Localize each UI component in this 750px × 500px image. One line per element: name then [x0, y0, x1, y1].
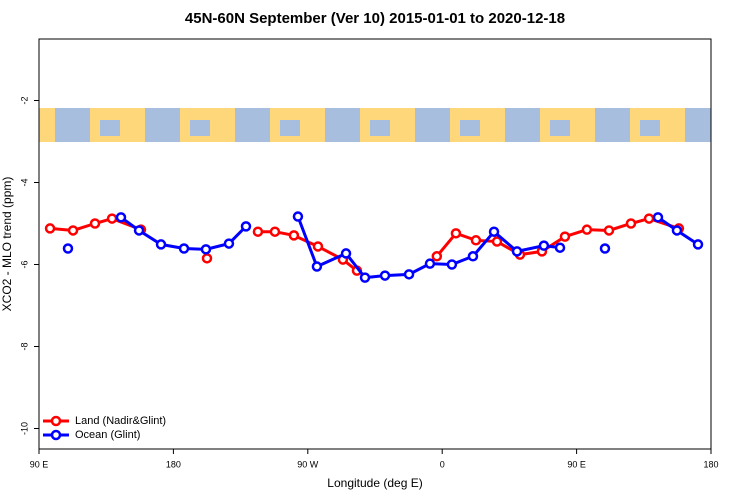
point — [133, 225, 145, 236]
point — [431, 251, 443, 262]
point — [311, 261, 323, 272]
point — [603, 225, 615, 236]
x-axis-label: Longitude (deg E) — [327, 476, 422, 490]
y-tick-label: -10 — [19, 422, 29, 435]
x-tick-label: 0 — [440, 459, 445, 469]
point — [643, 213, 655, 224]
point — [89, 218, 101, 229]
legend-label: Ocean (Glint) — [75, 429, 140, 441]
point — [625, 218, 637, 229]
point — [671, 225, 683, 236]
x-tick-label: 180 — [166, 459, 181, 469]
point — [446, 259, 458, 270]
legend-marker — [50, 415, 62, 427]
legend-marker — [50, 429, 62, 441]
point — [223, 238, 235, 249]
x-tick-label: 90 W — [297, 459, 319, 469]
point — [559, 231, 571, 242]
point — [115, 212, 127, 223]
point — [359, 272, 371, 283]
y-tick-label: -8 — [19, 342, 29, 350]
point — [581, 224, 593, 235]
point — [538, 240, 550, 251]
point — [201, 253, 213, 264]
point — [312, 241, 324, 252]
x-tick-label: 90 E — [567, 459, 586, 469]
point — [652, 212, 664, 223]
point — [379, 270, 391, 281]
x-tick-label: 90 E — [30, 459, 49, 469]
y-tick-label: -4 — [19, 178, 29, 186]
y-axis-label: XCO2 - MLO trend (ppm) — [0, 177, 14, 312]
point — [511, 246, 523, 257]
point — [269, 226, 281, 237]
point — [106, 213, 118, 224]
point — [240, 221, 252, 232]
point — [288, 230, 300, 241]
point — [178, 243, 190, 254]
point — [155, 239, 167, 250]
y-tick-label: -2 — [19, 96, 29, 104]
point — [424, 258, 436, 269]
point — [488, 226, 500, 237]
plot-frame — [38, 38, 712, 450]
point — [44, 223, 56, 234]
point — [470, 235, 482, 246]
legend-label: Land (Nadir&Glint) — [75, 415, 166, 427]
chart-title: 45N-60N September (Ver 10) 2015-01-01 to… — [185, 10, 565, 27]
legend: Land (Nadir&Glint) Ocean (Glint) — [43, 415, 166, 441]
point — [554, 242, 566, 253]
point — [599, 243, 611, 254]
point — [200, 244, 212, 255]
point — [62, 243, 74, 254]
map-band — [39, 108, 711, 142]
y-tick-label: -6 — [19, 260, 29, 268]
point — [292, 211, 304, 222]
point — [467, 251, 479, 262]
point — [491, 236, 503, 247]
point — [450, 228, 462, 239]
x-tick-label: 180 — [703, 459, 718, 469]
point — [340, 248, 352, 259]
point — [692, 239, 704, 250]
point — [403, 269, 415, 280]
point — [67, 225, 79, 236]
point — [252, 226, 264, 237]
